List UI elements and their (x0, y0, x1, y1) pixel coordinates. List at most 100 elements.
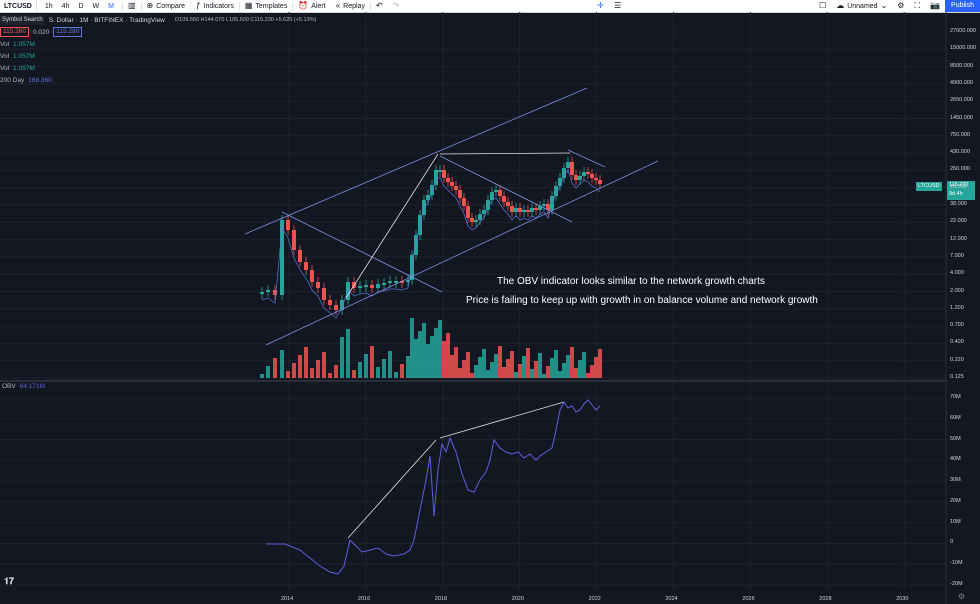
ask-price[interactable]: 115.280 (53, 27, 83, 37)
settings-button[interactable]: ⚙ (892, 0, 909, 12)
candle-body (478, 214, 482, 220)
interval-m[interactable]: M (108, 2, 114, 10)
time-tick-label: 2016 (357, 596, 371, 602)
candle-body (310, 270, 314, 282)
chart-legend: Symbol Search S. Dollar · 1M · BITFINEX … (0, 14, 316, 86)
volume-bar (422, 323, 426, 378)
snapshot-button[interactable]: 📷 (925, 0, 945, 12)
volume-bar (526, 348, 530, 378)
alert-button[interactable]: ⏰ Alert (293, 0, 330, 12)
time-tick-label: 2018 (434, 596, 448, 602)
candle-body (566, 162, 570, 168)
crosshair-button[interactable]: ✛ (592, 0, 609, 12)
layout-window-button[interactable]: ☐ (814, 0, 831, 12)
candle-body (498, 190, 502, 196)
candle-body (340, 300, 344, 310)
price-tick-label: 750.000 (950, 131, 970, 138)
volume-bar (550, 358, 554, 378)
replay-button[interactable]: «Replay (331, 0, 370, 12)
vol-label: Vol (0, 40, 10, 48)
top-toolbar: LTCUSD 1h 4h D W M ▥ ⊕ Compare ƒ Indicator… (0, 0, 980, 13)
legend-title: S. Dollar · 1M · BITFINEX · TradingView (48, 16, 165, 24)
candle-body (273, 290, 277, 295)
compare-button[interactable]: ⊕ Compare (142, 0, 191, 12)
time-tick-label: 2020 (511, 596, 524, 602)
obv-tick-label: -20M (950, 581, 963, 587)
trend-line (281, 211, 443, 293)
price-tick-label: 8500.000 (950, 62, 973, 69)
symbol-search-button[interactable]: Symbol Search (0, 15, 45, 25)
window-icon: ☐ (819, 1, 827, 10)
ma-value: 168.360 (28, 76, 52, 84)
vol-value: 1.057M (13, 40, 35, 48)
tradingview-logo-icon[interactable]: 𝟏𝟕 (4, 576, 15, 586)
annotation-text[interactable]: The OBV indicator looks similar to the n… (497, 276, 765, 287)
volume-bar (364, 354, 368, 378)
menu-button[interactable]: ☰ (609, 0, 626, 12)
fullscreen-button[interactable]: ⛶ (909, 0, 925, 12)
chevron-down-icon: ⌄ (880, 1, 888, 10)
price-tick-label: 70.000 (950, 183, 967, 190)
bid-price[interactable]: 115.260 (0, 27, 30, 37)
legend-title-row: Symbol Search S. Dollar · 1M · BITFINEX … (0, 14, 316, 26)
obv-tick-label: 20M (950, 497, 961, 504)
candle-body (382, 283, 386, 285)
volume-bar (506, 359, 510, 378)
volume-bar (426, 344, 430, 378)
candle-body (292, 230, 296, 250)
publish-button[interactable]: Publish (945, 0, 980, 12)
redo-button[interactable]: ↷ (388, 0, 405, 12)
volume-bar (474, 365, 478, 378)
time-tick-label: 2014 (281, 596, 294, 602)
ma-label: 200 Day (0, 76, 25, 84)
arrow-line (439, 152, 571, 155)
interval-d[interactable]: D (78, 2, 84, 10)
templates-button[interactable]: ▦ Templates (240, 0, 292, 12)
candle-body (590, 174, 594, 178)
volume-bar (558, 371, 562, 378)
arrow-line (345, 153, 439, 299)
interval-1h[interactable]: 1h (44, 2, 53, 10)
volume-bar (298, 355, 302, 378)
obv-tick-label: 70M (950, 394, 961, 400)
symbol-button[interactable]: LTCUSD (0, 0, 37, 12)
annotation-text[interactable]: Price is failing to keep up with growth … (466, 295, 818, 306)
volume-bar (450, 355, 454, 378)
interval-4h[interactable]: 4h (61, 2, 70, 10)
indicators-icon: ƒ (196, 1, 201, 10)
volume-bar (292, 363, 296, 378)
undo-button[interactable]: ↶ (371, 0, 388, 12)
trend-line (567, 149, 606, 168)
divider (292, 1, 294, 11)
volume-bar (446, 333, 450, 378)
layout-name-button[interactable]: ☁ Unnamed ⌄ (831, 0, 892, 12)
candle-body (418, 215, 422, 235)
channel-upper-line (244, 87, 588, 235)
candle-body (482, 210, 486, 214)
price-tick-label: 1.200 (950, 304, 964, 311)
time-tick-label: 2026 (742, 596, 755, 602)
volume-bar (466, 352, 470, 378)
volume-bar (316, 360, 320, 378)
chart-type-button[interactable]: ▥ (123, 0, 141, 12)
candle-body (582, 172, 586, 176)
volume-bar (482, 349, 486, 378)
compare-label: Compare (156, 2, 186, 10)
candle-body (286, 220, 290, 230)
candle-body (470, 218, 474, 222)
obv-tick-label: -10M (950, 560, 963, 567)
volume-bar (546, 366, 550, 378)
interval-w[interactable]: W (92, 2, 100, 10)
camera-icon: 📷 (930, 1, 941, 10)
gear-icon[interactable]: ⚙ (958, 592, 966, 601)
price-tick-label: 4900.000 (950, 79, 973, 86)
candle-body (562, 168, 566, 178)
candle-body (430, 185, 434, 195)
volume-bar (328, 373, 332, 378)
candle-body (598, 180, 602, 184)
price-tick-label: 2.000 (950, 287, 964, 294)
obv-tick-label: 40M (950, 456, 961, 463)
indicators-button[interactable]: ƒ Indicators (191, 0, 239, 12)
volume-bar (478, 357, 482, 378)
